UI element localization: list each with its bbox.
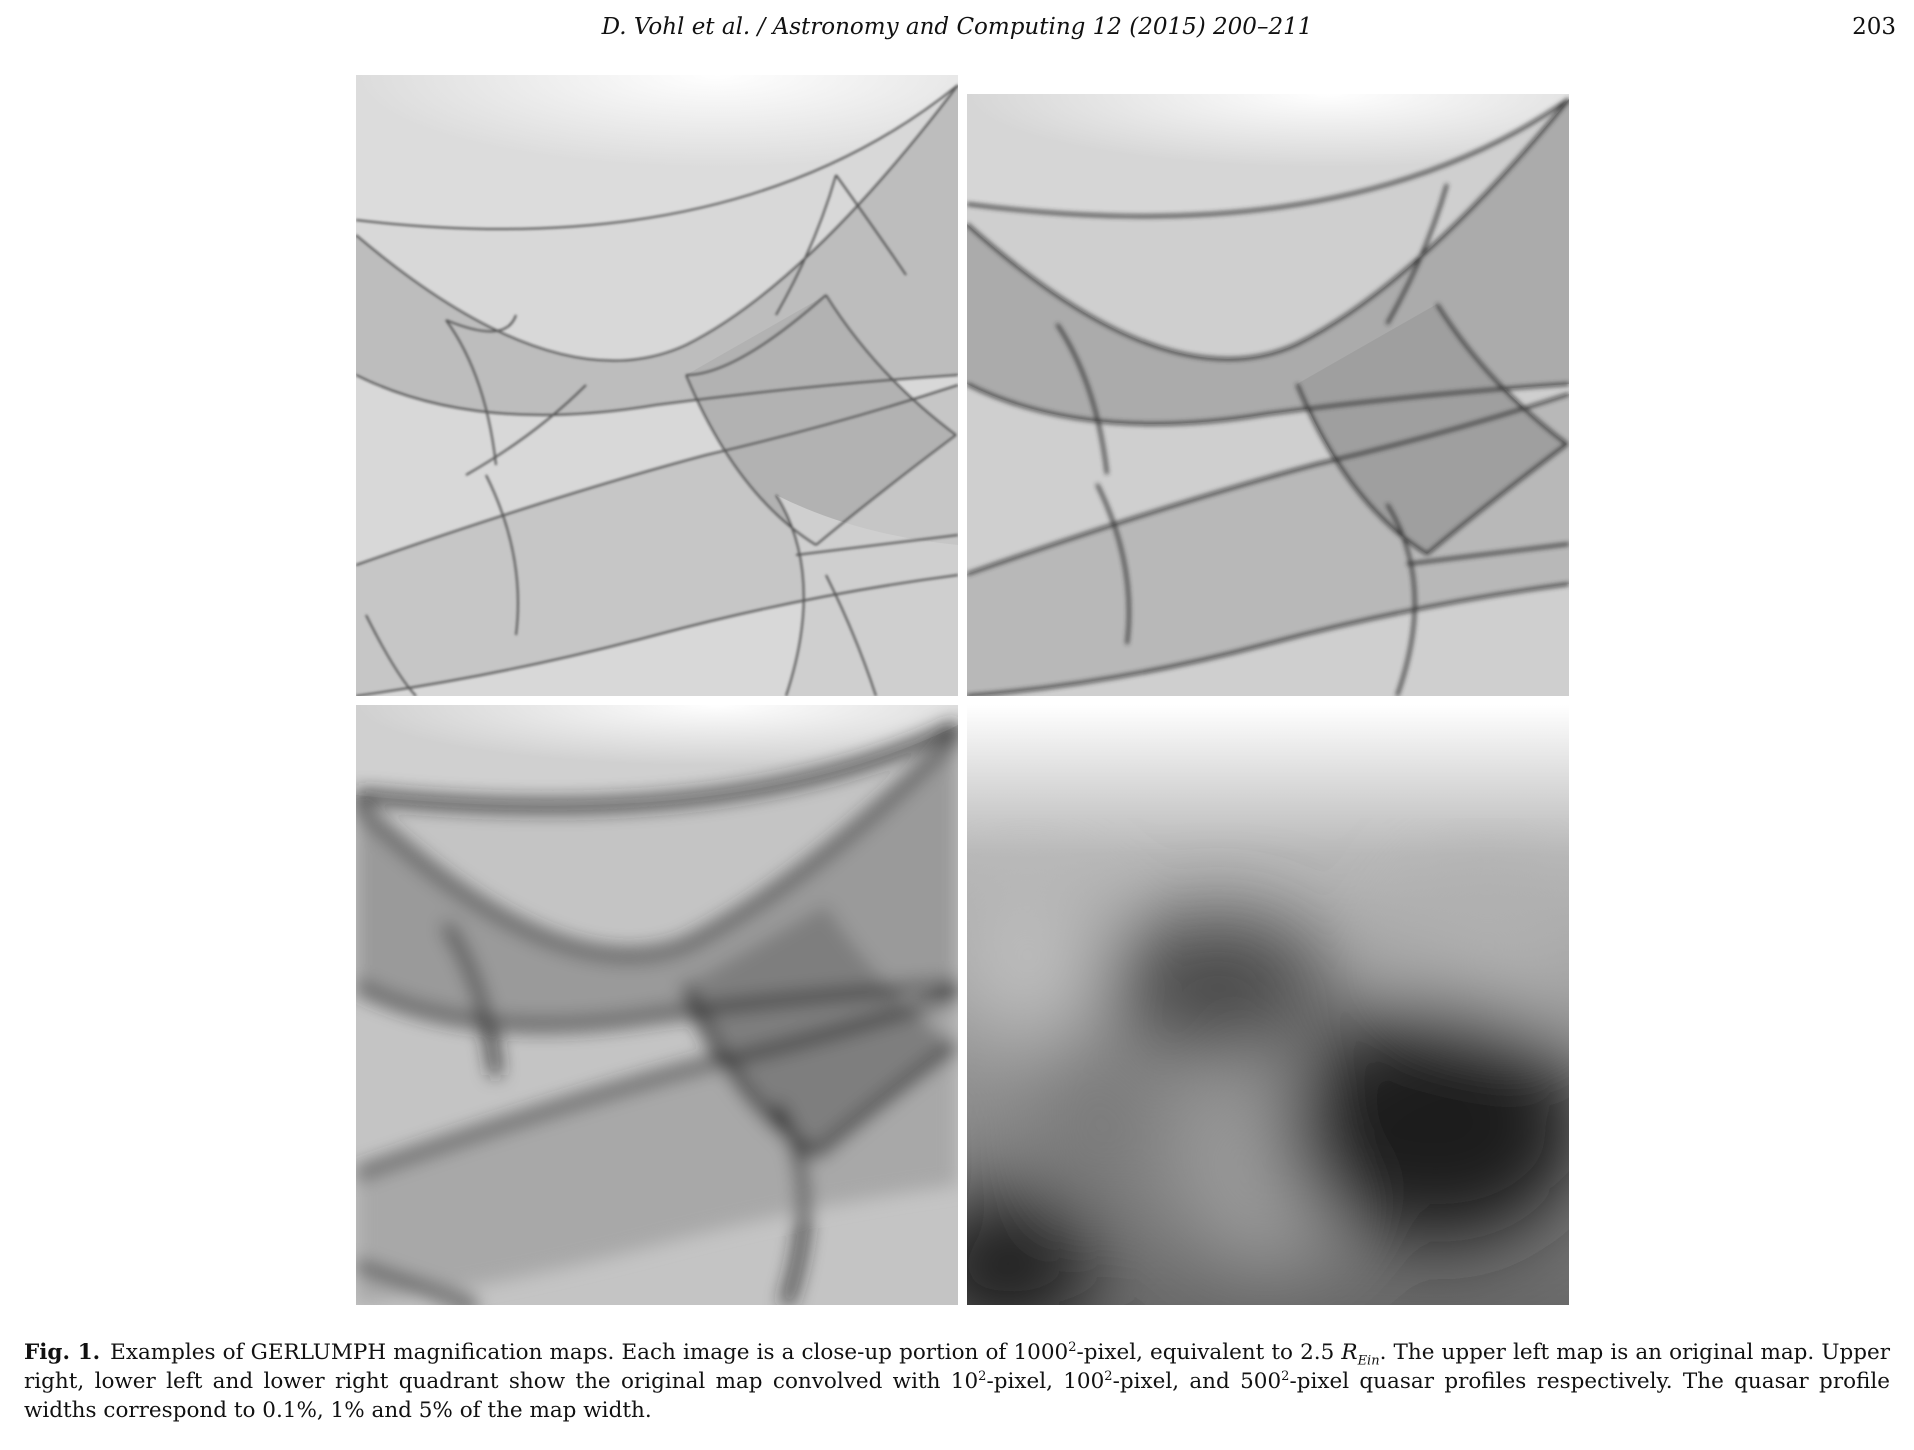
caption-text-1: Examples of GERLUMPH magnification maps.… [110,1340,1069,1365]
caption-sub-ein: Ein [1357,1353,1380,1369]
magnification-map-convolved-500 [967,705,1569,1305]
panel-lower-right [967,705,1569,1305]
caption-text-3: . The upper left map is an original map.… [24,1340,1890,1394]
caption-text-4: -pixel, 100 [986,1369,1105,1394]
caption-sup-2: 2 [978,1368,987,1384]
panel-upper-left [356,75,958,696]
caption-text-6: -pixel quasar profiles respectively. The… [24,1369,1890,1423]
running-title: D. Vohl et al. / Astronomy and Computing… [601,14,1313,40]
caption-text-5: -pixel, and 500 [1112,1369,1282,1394]
magnification-map-original [356,75,958,696]
panel-lower-left [356,705,958,1305]
figure-caption: Fig. 1. Examples of GERLUMPH magnificatio… [24,1338,1890,1425]
figure-label: Fig. 1. [24,1340,101,1365]
caption-symbol-r: R [1341,1340,1358,1365]
running-head: D. Vohl et al. / Astronomy and Computing… [0,12,1914,48]
caption-sup-3: 2 [1104,1368,1113,1384]
magnification-map-convolved-100 [356,705,958,1305]
caption-sup-4: 2 [1281,1368,1290,1384]
caption-sup-1: 2 [1068,1339,1077,1355]
panel-upper-right [967,94,1569,696]
caption-text-2: -pixel, equivalent to 2.5 [1076,1340,1342,1365]
page-number: 203 [1852,14,1896,40]
figure-1 [356,75,1569,1305]
magnification-map-convolved-10 [967,94,1569,696]
